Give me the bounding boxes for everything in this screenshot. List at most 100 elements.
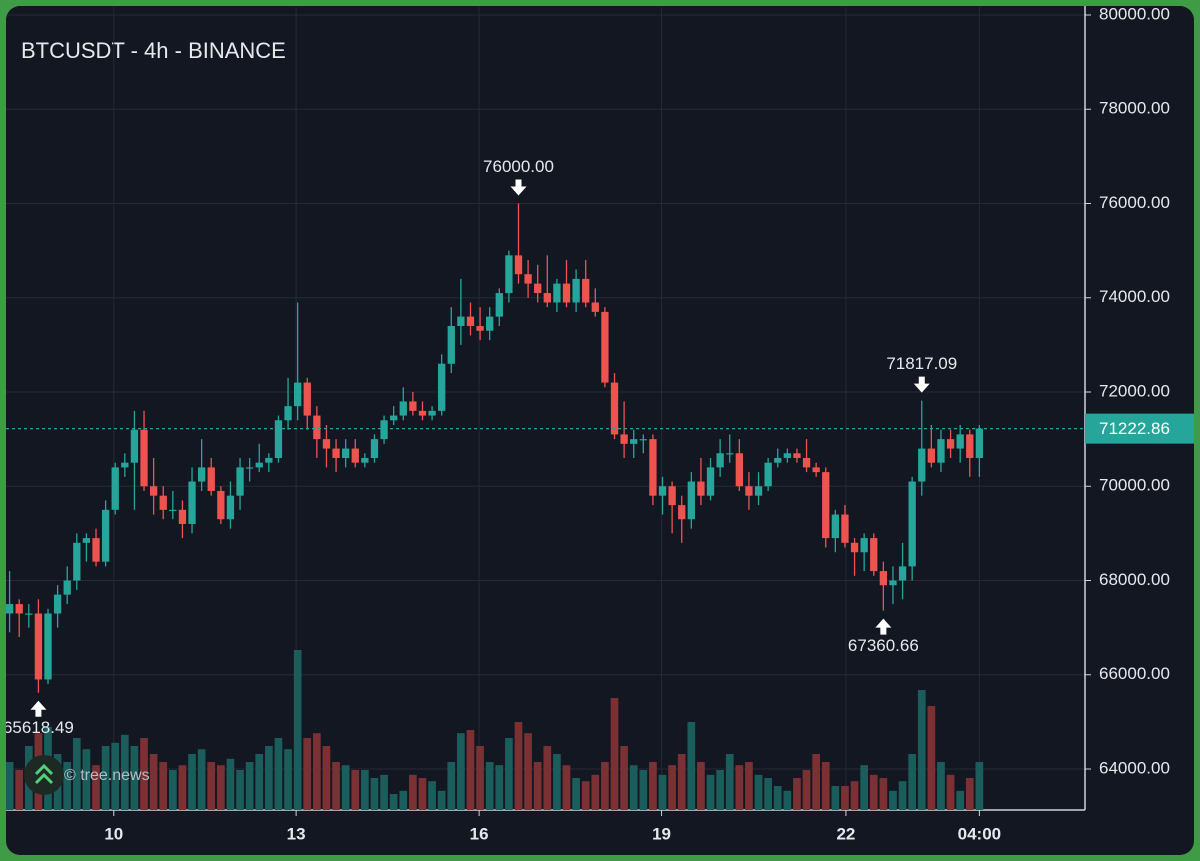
annotation-arrow	[913, 376, 930, 393]
candle-body	[140, 429, 148, 487]
volume-bar	[236, 770, 244, 810]
candle-body	[236, 467, 244, 496]
volume-bar	[745, 762, 753, 810]
volume-bar	[668, 765, 676, 810]
volume-bar	[409, 774, 417, 810]
volume-bar	[553, 754, 561, 810]
candle-body	[812, 467, 820, 473]
volume-bar	[370, 778, 379, 810]
candle-body	[822, 472, 830, 539]
candle-body	[534, 283, 542, 294]
candle-body	[601, 311, 609, 383]
volume-bar	[437, 790, 446, 810]
candle-body	[870, 538, 878, 572]
candle-body	[898, 566, 907, 581]
volume-bar	[764, 778, 772, 810]
volume-bar	[869, 774, 878, 810]
candle-body	[121, 462, 129, 468]
volume-bar	[6, 762, 14, 810]
annotation-arrow	[510, 179, 527, 196]
candle-body	[582, 278, 590, 303]
candle-body	[6, 604, 14, 614]
volume-bar	[860, 765, 868, 810]
volume-bar	[620, 746, 628, 810]
candle-body	[774, 457, 782, 463]
candle-body	[495, 293, 503, 317]
volume-bar	[361, 770, 369, 810]
volume-bar	[226, 758, 235, 810]
candle-body	[226, 495, 235, 520]
volume-bar	[898, 781, 907, 810]
volume-bar	[380, 774, 388, 810]
candle-body	[831, 514, 840, 539]
volume-bar	[965, 778, 974, 810]
annotation-arrow	[30, 700, 47, 717]
volume-bar	[92, 765, 100, 810]
y-tick-label: 72000.00	[1099, 381, 1170, 400]
candle-body	[514, 255, 523, 275]
candle-body	[457, 316, 465, 327]
annotation-arrow	[875, 618, 892, 635]
volume-bar	[725, 754, 734, 810]
volume-bar	[447, 762, 456, 810]
volume-bar	[908, 754, 917, 810]
candle-body	[783, 453, 791, 458]
volume-bar	[658, 774, 667, 810]
volume-bar	[178, 765, 187, 810]
candle-body	[418, 410, 427, 416]
volume-bar	[495, 765, 504, 810]
volume-bar	[428, 781, 436, 810]
volume-bar	[562, 765, 571, 810]
candle-body	[178, 509, 187, 524]
x-tick-label: 22	[836, 824, 855, 843]
candle-body	[687, 481, 695, 520]
volume-bar	[889, 790, 897, 810]
volume-bar	[72, 738, 81, 810]
annotation-label: 67360.66	[848, 636, 919, 655]
candle-body	[716, 453, 724, 468]
candle-body	[25, 613, 33, 615]
y-tick-label: 78000.00	[1099, 99, 1170, 118]
volume-bar	[466, 730, 475, 810]
y-tick-label: 70000.00	[1099, 476, 1170, 495]
volume-bar	[217, 765, 225, 810]
volume-bar	[207, 762, 216, 810]
candle-body	[745, 486, 753, 496]
annotation-label: 71817.09	[886, 354, 957, 373]
candle-body	[245, 467, 254, 469]
candle-body	[879, 571, 888, 586]
candle-body	[860, 538, 868, 553]
volume-bar	[389, 794, 398, 810]
volume-bar	[927, 706, 936, 810]
volume-bar	[159, 762, 168, 810]
candle-body	[764, 462, 772, 487]
volume-bar	[946, 774, 955, 810]
volume-bar	[255, 754, 264, 810]
volume-bar	[706, 774, 715, 810]
y-tick-label: 68000.00	[1099, 570, 1170, 589]
candle-body	[274, 420, 283, 458]
y-tick-label: 80000.00	[1099, 6, 1170, 23]
candle-body	[543, 293, 551, 303]
candle-body	[380, 420, 388, 440]
volume-bar	[917, 690, 926, 810]
volume-bar	[120, 734, 129, 810]
volume-bar	[332, 762, 340, 810]
candle-body	[802, 457, 811, 468]
candle-body	[620, 434, 628, 444]
volume-bar	[168, 770, 177, 810]
candle-body	[706, 467, 715, 496]
candle-body	[73, 542, 81, 581]
candle-body	[678, 505, 686, 520]
volume-bar	[514, 722, 523, 810]
volume-bar	[793, 778, 801, 810]
y-tick-label: 74000.00	[1099, 287, 1170, 306]
candle-body	[313, 415, 321, 440]
candle-body	[889, 580, 897, 586]
volume-bar	[140, 738, 148, 810]
volume-bar	[303, 738, 312, 810]
candle-body	[130, 429, 139, 463]
candle-body	[754, 486, 763, 496]
volume-bar	[629, 765, 638, 810]
candle-body	[44, 613, 52, 680]
